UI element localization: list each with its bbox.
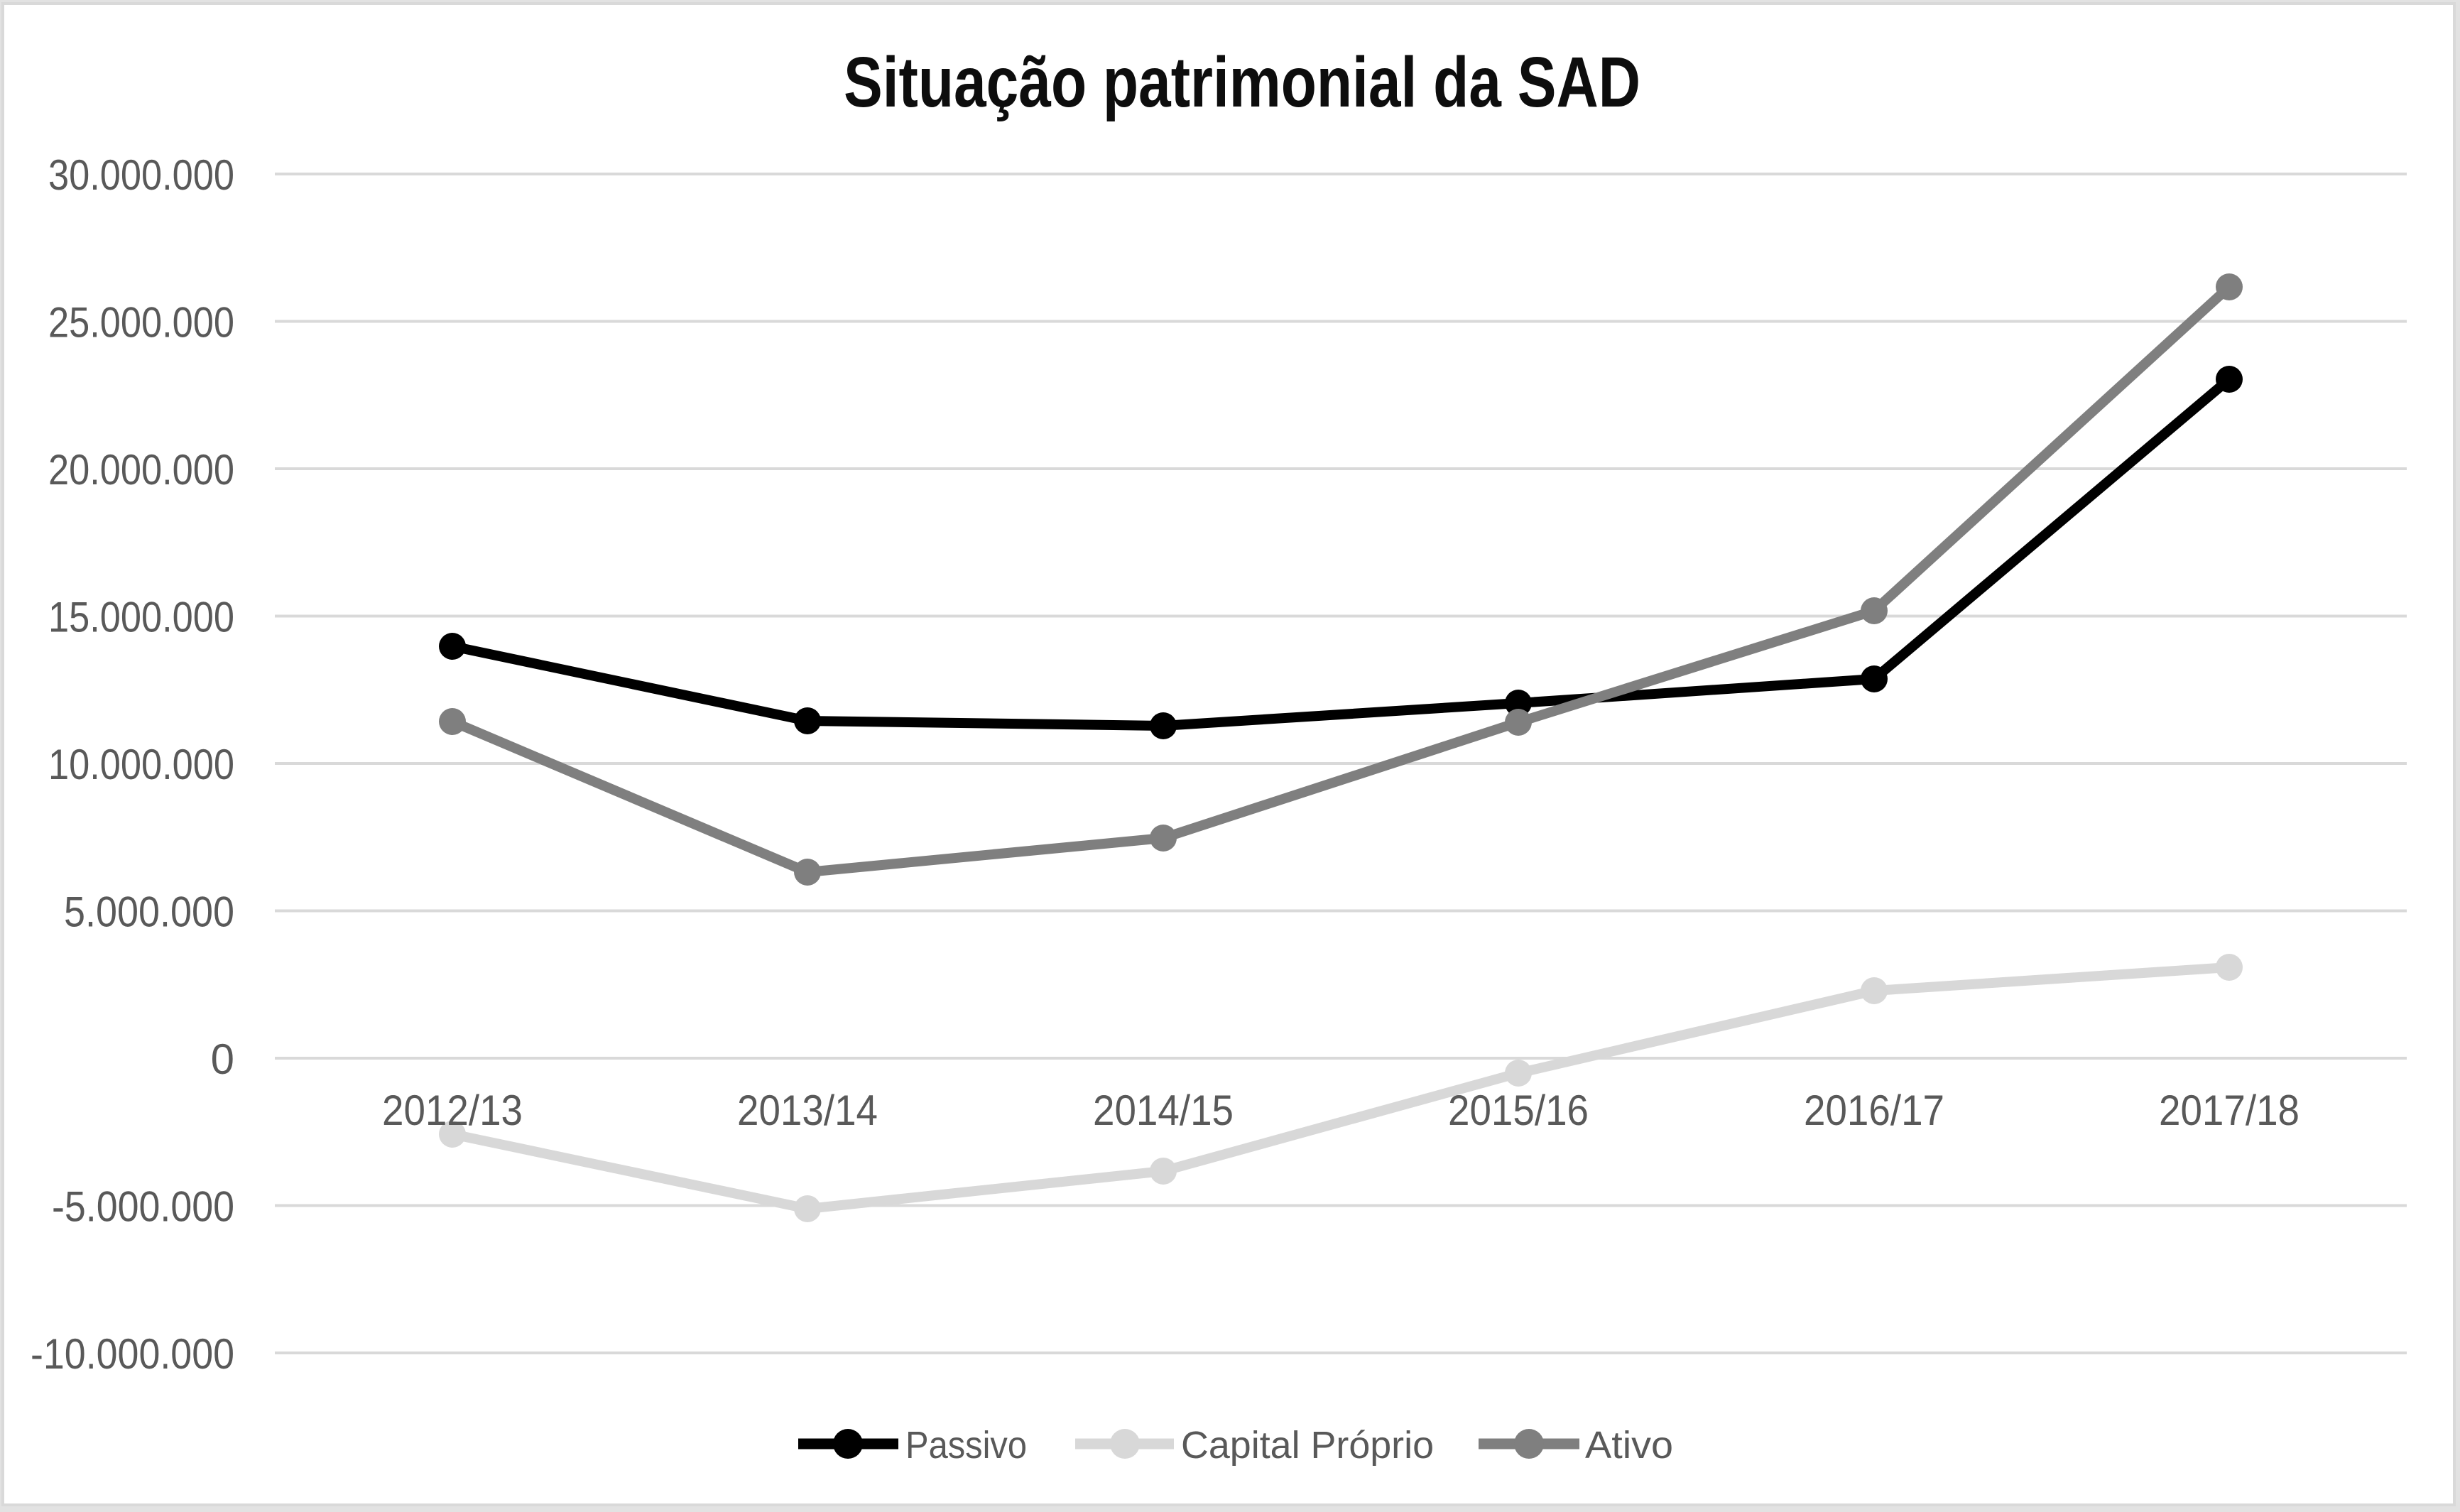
svg-text:15.000.000: 15.000.000 bbox=[48, 594, 234, 641]
svg-text:-5.000.000: -5.000.000 bbox=[52, 1183, 234, 1231]
svg-text:5.000.000: 5.000.000 bbox=[64, 888, 234, 936]
svg-text:0: 0 bbox=[211, 1035, 234, 1083]
svg-text:-10.000.000: -10.000.000 bbox=[31, 1330, 234, 1378]
svg-text:2012/13: 2012/13 bbox=[382, 1087, 523, 1134]
svg-text:25.000.000: 25.000.000 bbox=[48, 299, 234, 347]
svg-text:2014/15: 2014/15 bbox=[1093, 1087, 1234, 1134]
svg-text:30.000.000: 30.000.000 bbox=[48, 151, 234, 199]
svg-text:Ativo: Ativo bbox=[1585, 1424, 1673, 1467]
svg-text:Passivo: Passivo bbox=[905, 1424, 1027, 1467]
svg-text:2015/16: 2015/16 bbox=[1448, 1087, 1589, 1134]
svg-text:2013/14: 2013/14 bbox=[737, 1087, 878, 1134]
svg-text:10.000.000: 10.000.000 bbox=[48, 741, 234, 788]
svg-text:Capital Próprio: Capital Próprio bbox=[1181, 1424, 1434, 1467]
svg-text:20.000.000: 20.000.000 bbox=[48, 446, 234, 494]
svg-text:2016/17: 2016/17 bbox=[1804, 1087, 1944, 1134]
svg-text:Situação patrimonial da SAD: Situação patrimonial da SAD bbox=[844, 43, 1640, 122]
svg-text:2017/18: 2017/18 bbox=[2159, 1087, 2300, 1134]
